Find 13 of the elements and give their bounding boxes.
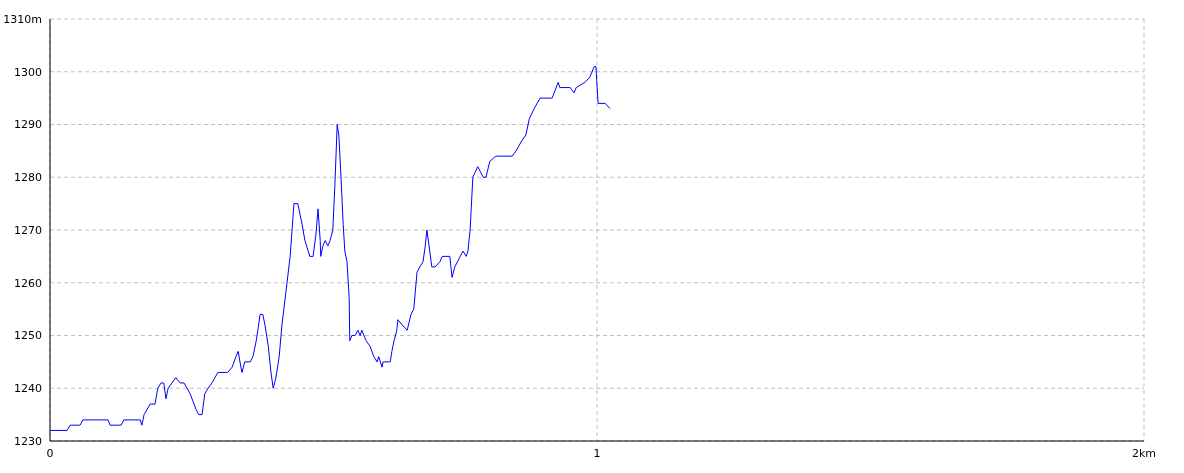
x-tick-label: 2km [1131, 446, 1157, 460]
y-tick-label: 1260 [14, 276, 42, 290]
y-tick-label: 1230 [14, 434, 42, 448]
y-tick-label: 1300 [14, 65, 42, 79]
x-tick-label: 1 [593, 446, 601, 460]
x-tick-label: 0 [46, 446, 54, 460]
y-tick-label: 1270 [14, 223, 42, 237]
y-tick-label: 1290 [14, 118, 42, 132]
y-tick-label: 1250 [14, 329, 42, 343]
y-tick-label: 1310m [3, 12, 42, 26]
y-tick-label: 1280 [14, 171, 42, 185]
y-tick-label: 1240 [14, 382, 42, 396]
line-series [50, 65, 611, 431]
